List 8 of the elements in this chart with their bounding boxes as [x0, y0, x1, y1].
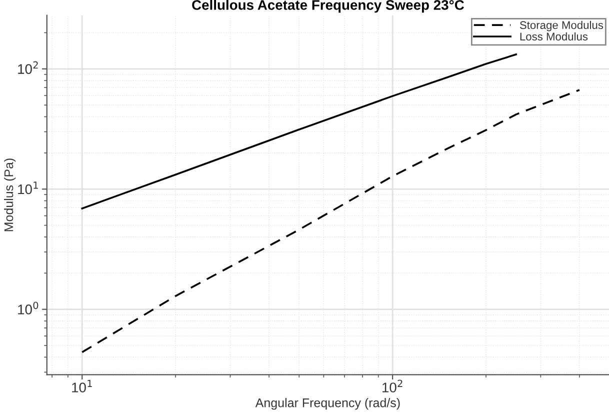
- x-axis-title: Angular Frequency (rad/s): [255, 398, 400, 410]
- legend-label: Loss Modulus: [520, 32, 588, 41]
- chart-title: Cellulous Acetate Frequency Sweep 23°C: [192, 0, 464, 13]
- y-tick-label: 10$^{2}$: [18, 61, 38, 74]
- y-axis-title: Modulus (Pa): [4, 158, 16, 232]
- y-tick-label: 10$^{0}$: [18, 302, 38, 314]
- legend-label: Storage Modulus: [520, 20, 604, 32]
- y-tick-label: 10$^{1}$: [18, 182, 38, 194]
